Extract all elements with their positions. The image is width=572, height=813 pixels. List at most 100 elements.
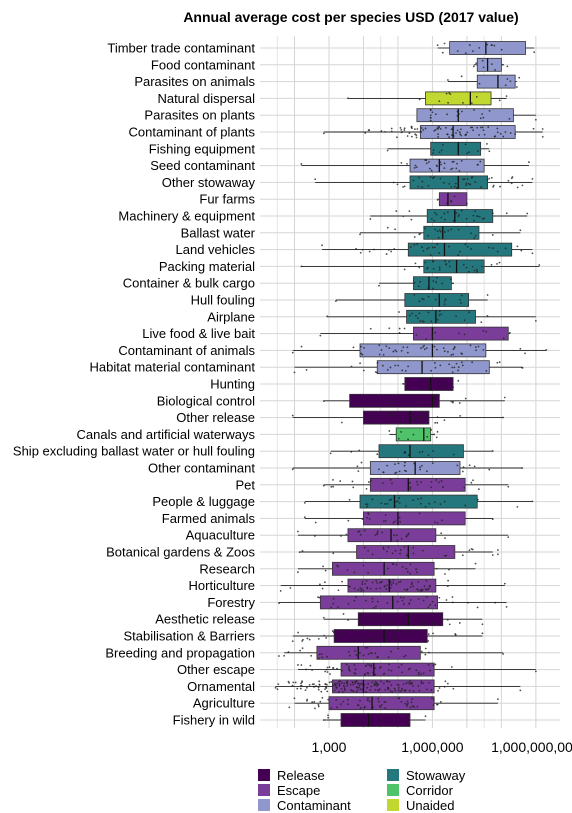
category-label: Parasites on animals — [134, 74, 255, 89]
box — [404, 377, 454, 391]
data-point — [405, 682, 408, 685]
data-point — [423, 621, 426, 623]
data-point — [369, 689, 372, 692]
data-point — [370, 414, 373, 417]
data-point — [394, 364, 397, 367]
data-point — [426, 248, 428, 250]
data-point — [352, 486, 355, 489]
data-point — [351, 724, 354, 727]
data-point — [427, 287, 430, 289]
category-label: Fishing equipment — [149, 141, 256, 156]
data-point — [403, 327, 406, 330]
data-point — [442, 486, 444, 488]
data-point — [492, 184, 495, 187]
data-point — [403, 185, 406, 188]
data-point — [460, 159, 463, 162]
data-point — [408, 314, 411, 317]
data-point — [439, 503, 442, 506]
data-point — [360, 461, 363, 464]
data-point — [359, 688, 362, 691]
data-point — [420, 673, 423, 675]
data-point — [431, 600, 434, 603]
data-point — [349, 683, 352, 686]
data-point — [300, 265, 303, 268]
data-point — [415, 334, 418, 336]
data-point — [361, 683, 363, 686]
data-point — [392, 350, 395, 353]
data-point — [456, 114, 459, 117]
data-point — [425, 579, 428, 582]
data-point — [421, 297, 424, 300]
data-point — [374, 688, 377, 691]
data-point — [343, 687, 346, 690]
data-point — [388, 663, 390, 666]
data-point — [429, 176, 432, 179]
data-point — [326, 690, 329, 693]
data-point — [386, 149, 389, 152]
data-point — [400, 689, 403, 692]
data-point — [485, 331, 488, 333]
data-point — [359, 233, 361, 236]
box — [340, 662, 435, 677]
data-point — [404, 469, 406, 472]
data-point — [417, 285, 420, 288]
data-point — [395, 350, 398, 353]
data-point — [432, 152, 434, 155]
data-point — [434, 663, 437, 666]
data-point — [392, 579, 395, 582]
data-point — [419, 502, 422, 505]
data-point — [318, 680, 321, 683]
data-point — [380, 349, 383, 351]
data-point — [405, 505, 407, 507]
data-point — [313, 535, 316, 537]
data-point — [464, 504, 467, 507]
data-point — [479, 160, 482, 163]
data-point — [291, 640, 294, 643]
data-point — [460, 294, 463, 297]
data-point — [378, 468, 380, 471]
data-point — [376, 600, 379, 603]
data-point — [404, 461, 406, 464]
data-point — [374, 638, 377, 640]
data-point — [409, 563, 412, 566]
data-point — [478, 215, 481, 218]
data-point — [359, 682, 362, 685]
data-point — [461, 361, 463, 364]
data-point — [368, 250, 371, 253]
data-point — [426, 619, 429, 622]
data-point — [430, 689, 433, 691]
data-point — [376, 619, 379, 622]
data-point — [400, 663, 403, 666]
data-point — [333, 689, 336, 692]
data-point — [338, 684, 341, 686]
data-point — [363, 529, 366, 532]
data-point — [336, 564, 339, 567]
category-label: Live food & live bait — [142, 326, 255, 341]
data-point — [447, 101, 449, 104]
data-point — [476, 163, 479, 166]
data-point — [380, 502, 383, 505]
data-point — [468, 151, 470, 154]
data-point — [359, 362, 362, 365]
legend-label-unaided: Unaided — [406, 798, 454, 813]
data-point — [476, 498, 479, 501]
data-point — [444, 298, 447, 301]
data-point — [427, 295, 430, 298]
data-point — [386, 464, 389, 467]
data-point — [463, 333, 466, 336]
data-point — [323, 634, 326, 637]
data-point — [455, 167, 458, 170]
data-point — [386, 502, 389, 505]
data-point — [374, 371, 377, 373]
data-point — [428, 502, 431, 505]
data-point — [418, 451, 421, 454]
box — [319, 595, 438, 610]
data-point — [327, 698, 330, 701]
data-point — [401, 566, 404, 568]
data-point — [500, 48, 503, 51]
box — [378, 444, 464, 459]
data-point — [422, 346, 424, 348]
x-tick-label: 1,000,000,000 — [491, 739, 572, 755]
data-point — [502, 63, 505, 66]
data-point — [401, 369, 404, 372]
